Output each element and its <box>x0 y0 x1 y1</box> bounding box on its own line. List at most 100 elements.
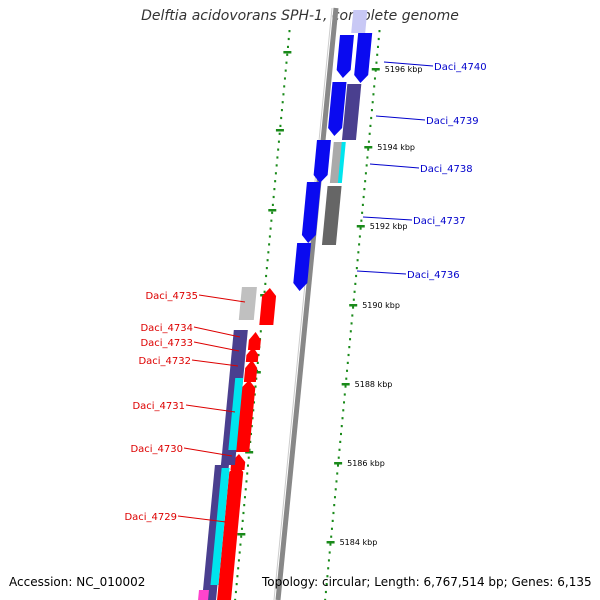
gene-label-forward: Daci_4739 <box>426 116 479 127</box>
tick-dot <box>246 464 249 467</box>
tick-dot <box>245 480 248 483</box>
tick-dot <box>350 322 353 325</box>
tick-dot <box>234 598 237 600</box>
gene-label-forward: Daci_4738 <box>420 164 473 175</box>
tick-dot <box>336 472 339 475</box>
map-title: Delftia acidovorans SPH-1, complete geno… <box>141 8 459 24</box>
tick-dot <box>375 61 378 64</box>
tick-dot <box>286 45 289 48</box>
tick-dot <box>364 180 367 183</box>
tick-marks <box>234 30 381 600</box>
gene-label-reverse: Daci_4730 <box>130 444 183 455</box>
tick-dot <box>346 361 349 364</box>
tick-dot <box>372 93 375 96</box>
cds-reverse <box>243 360 258 382</box>
tick-dot <box>267 251 270 254</box>
leader-line <box>383 61 434 67</box>
tick-dot <box>333 496 336 499</box>
feature-gray <box>321 186 342 245</box>
tick-dot <box>285 61 288 64</box>
tick-dot <box>340 432 343 436</box>
tick-dot <box>343 393 346 396</box>
tick-dot <box>378 30 381 33</box>
tick-dot <box>240 527 243 530</box>
tick-major <box>252 371 261 374</box>
tick-dot <box>376 45 379 48</box>
tick-dot <box>355 267 358 270</box>
gene-label-reverse: Daci_4729 <box>124 512 177 523</box>
tick-dot <box>367 140 370 143</box>
tick-major <box>341 383 350 386</box>
tick-dot <box>254 385 257 388</box>
tick-dot <box>247 456 250 459</box>
cds-reverse <box>230 454 246 470</box>
tick-dot <box>274 180 277 183</box>
leader-line <box>375 115 426 121</box>
tick-dot <box>256 369 259 372</box>
tick-dot <box>369 124 372 127</box>
gene-labels: Daci_4740 Daci_4739 Daci_4738 Daci_4737 Daci… <box>124 61 487 523</box>
tick-dot <box>362 195 365 199</box>
tick-dot <box>241 519 244 522</box>
leader-line <box>362 216 413 221</box>
gene-label-forward: Daci_4740 <box>434 62 487 73</box>
tick-dot <box>355 274 358 278</box>
leader-line <box>193 326 241 338</box>
tick-dot <box>333 504 336 507</box>
tick-dot <box>358 243 361 246</box>
tick-dot <box>344 385 347 388</box>
tick-major <box>371 68 380 71</box>
tick-dot <box>349 330 352 333</box>
cds-forward <box>328 82 347 136</box>
tick-dot <box>275 164 278 167</box>
tick-dot <box>360 219 363 222</box>
tick-dot <box>352 306 355 309</box>
leader-line <box>185 404 236 413</box>
tick-dot <box>365 164 368 167</box>
tick-dot <box>370 116 373 120</box>
tick-dot <box>324 598 327 600</box>
tick-major <box>268 209 277 212</box>
tick-dot <box>238 551 241 554</box>
leader-line <box>198 294 246 303</box>
feature-cyan <box>228 378 244 450</box>
tick-dot <box>264 282 267 285</box>
tick-dot <box>325 583 328 586</box>
tick-dot <box>327 559 330 562</box>
tick-dot <box>286 53 289 56</box>
tick-dot <box>276 156 279 159</box>
tick-dot <box>373 85 376 88</box>
tick-dot <box>277 140 280 143</box>
tick-dot <box>283 77 286 80</box>
leader-line <box>356 270 407 275</box>
tick-dot <box>367 148 370 151</box>
tick-dot <box>240 535 243 538</box>
tick-dot <box>234 590 237 594</box>
tick-label: 5186 kbp <box>347 459 385 468</box>
tick-dot <box>271 203 274 206</box>
tick-dot <box>239 543 242 546</box>
cds-reverse <box>247 332 261 350</box>
tick-dot <box>345 377 348 380</box>
tick-dot <box>338 448 341 451</box>
tick-dot <box>281 101 284 104</box>
tick-dot <box>377 37 380 41</box>
gene-label-reverse: Daci_4733 <box>140 338 193 349</box>
tick-dot <box>340 425 343 428</box>
cds-reverse <box>217 464 244 600</box>
tick-dot <box>255 377 258 380</box>
tick-dot <box>370 109 373 112</box>
tick-dot <box>335 480 338 483</box>
feature-tracks <box>198 10 373 600</box>
cds-reverse <box>235 380 256 452</box>
tick-dot <box>265 267 268 270</box>
leader-line <box>183 447 233 457</box>
feature-gray <box>329 142 342 183</box>
tick-dot <box>332 511 335 515</box>
tick-dot <box>342 409 345 412</box>
tick-dot <box>361 203 364 206</box>
gene-label-forward: Daci_4736 <box>407 270 460 281</box>
tick-dot <box>277 148 280 151</box>
tick-dot <box>339 440 342 443</box>
accession-text: Accession: NC_010002 <box>9 575 146 589</box>
